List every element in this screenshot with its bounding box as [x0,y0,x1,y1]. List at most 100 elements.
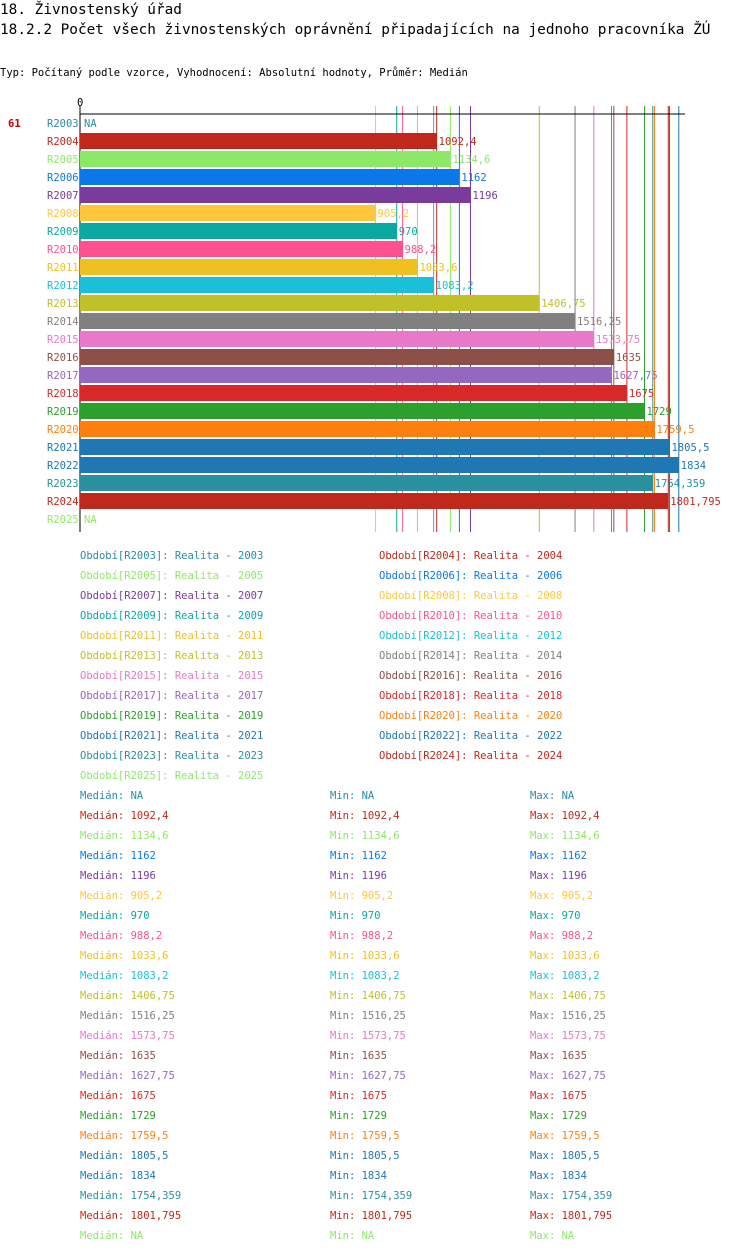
stat-max: Max: 1627,75 [530,1070,606,1082]
chart-subtitle: 18.2.2 Počet všech živnostenských oprávn… [0,22,711,38]
row-id-label: 61 [8,118,21,130]
data-label: 1834 [681,460,706,472]
stat-median: Medián: NA [80,1230,144,1242]
stat-min: Min: 970 [330,910,381,922]
category-label: R2007 [47,190,79,202]
legend-item: Období[R2012]: Realita - 2012 [379,630,563,642]
data-label: 1627,75 [613,370,657,382]
stat-min: Min: 1759,5 [330,1130,400,1142]
legend-item: Období[R2008]: Realita - 2008 [379,590,563,602]
stat-min: Min: 1627,75 [330,1070,406,1082]
data-label: 1092,4 [439,136,477,148]
category-label: R2014 [47,316,79,328]
legend-item: Období[R2010]: Realita - 2010 [379,610,563,622]
bar [80,259,418,275]
stat-median: Medián: 1083,2 [80,970,169,982]
category-label: R2019 [47,406,79,418]
stat-max: Max: 1635 [530,1050,587,1062]
bar [80,241,403,257]
legend-item: Období[R2013]: Realita - 2013 [80,650,264,662]
stat-max: Max: 1729 [530,1110,587,1122]
legend-item: Období[R2021]: Realita - 2021 [80,730,264,742]
stat-min: Min: 1834 [330,1170,387,1182]
bar [80,313,576,329]
stat-median: Medián: 1516,25 [80,1010,175,1022]
stat-max: Max: 1134,6 [530,830,600,842]
category-label: R2022 [47,460,79,472]
category-label: R2017 [47,370,79,382]
legend-item: Období[R2015]: Realita - 2015 [80,670,264,682]
stat-median: Medián: 1759,5 [80,1130,169,1142]
stat-median: Medián: 1805,5 [80,1150,169,1162]
stat-max: Max: 1092,4 [530,810,600,822]
stat-min: Min: 1162 [330,850,387,862]
legend-item: Období[R2020]: Realita - 2020 [379,710,563,722]
bar [80,367,612,383]
stat-max: Max: 1805,5 [530,1150,600,1162]
axis-zero-label: 0 [77,97,83,109]
category-label: R2004 [47,136,79,148]
data-label: NA [84,118,97,130]
bar [80,475,653,491]
legend-item: Období[R2005]: Realita - 2005 [80,570,264,582]
legend-item: Období[R2004]: Realita - 2004 [379,550,563,562]
stat-median: Medián: 1834 [80,1170,156,1182]
data-label: 1635 [616,352,641,364]
legend-item: Období[R2014]: Realita - 2014 [379,650,563,662]
data-label: 1134,6 [452,154,490,166]
stat-max: Max: 1516,25 [530,1010,606,1022]
data-label: 1675 [629,388,654,400]
stat-median: Medián: 1092,4 [80,810,169,822]
legend-item: Období[R2018]: Realita - 2018 [379,690,563,702]
stat-max: Max: 1162 [530,850,587,862]
stat-median: Medián: 1801,795 [80,1210,182,1222]
category-label: R2023 [47,478,79,490]
category-label: R2025 [47,514,79,526]
stat-max: Max: NA [530,1230,575,1242]
stat-max: Max: 1759,5 [530,1130,600,1142]
stat-median: Medián: 1406,75 [80,990,175,1002]
stat-min: Min: 1573,75 [330,1030,406,1042]
stat-max: Max: 1406,75 [530,990,606,1002]
bar [80,385,627,401]
legend-item: Období[R2024]: Realita - 2024 [379,750,563,762]
stat-min: Min: 1754,359 [330,1190,413,1202]
stat-max: Max: 1196 [530,870,587,882]
stat-median: Medián: 1033,6 [80,950,169,962]
bar [80,493,669,509]
bar [80,457,679,473]
bar [80,277,434,293]
stat-max: Max: 970 [530,910,581,922]
bar [80,421,655,437]
data-label: 1805,5 [671,442,709,454]
bar [80,331,594,347]
data-label: 1801,795 [670,496,721,508]
category-label: R2009 [47,226,79,238]
bar [80,223,397,239]
stat-max: Max: 988,2 [530,930,594,942]
stat-max: Max: 905,2 [530,890,594,902]
data-label: NA [84,514,97,526]
category-label: R2013 [47,298,79,310]
stat-max: Max: NA [530,790,575,802]
stat-min: Min: NA [330,790,375,802]
stat-max: Max: 1834 [530,1170,587,1182]
stat-max: Max: 1801,795 [530,1210,613,1222]
data-label: 1516,25 [577,316,621,328]
stat-min: Min: 1675 [330,1090,387,1102]
legend-item: Období[R2025]: Realita - 2025 [80,770,264,782]
chart-description: Typ: Počítaný podle vzorce, Vyhodnocení:… [0,67,468,79]
stat-max: Max: 1033,6 [530,950,600,962]
category-label: R2021 [47,442,79,454]
data-label: 988,2 [405,244,437,256]
data-label: 1033,6 [419,262,457,274]
bar [80,151,451,167]
data-label: 1162 [461,172,486,184]
category-label: R2024 [47,496,79,508]
stat-min: Min: 1805,5 [330,1150,400,1162]
stat-median: Medián: 1627,75 [80,1070,175,1082]
category-label: R2010 [47,244,79,256]
stat-min: Min: 1635 [330,1050,387,1062]
bar [80,205,376,221]
data-label: 905,2 [378,208,410,220]
